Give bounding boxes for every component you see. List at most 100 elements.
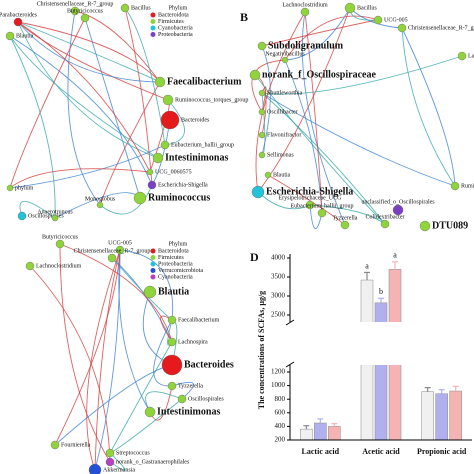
significance-label: a bbox=[393, 251, 397, 260]
edge bbox=[261, 92, 456, 187]
edge bbox=[109, 452, 126, 471]
node-label: Blautia bbox=[16, 33, 34, 39]
edge bbox=[17, 21, 161, 83]
bar bbox=[421, 391, 434, 441]
y-tick-label: 600 bbox=[275, 408, 286, 416]
legend-label: Cyanobacteria bbox=[158, 274, 193, 280]
node-label: Lachnoclostridium bbox=[36, 263, 82, 269]
node-label: norank_o_Gastranaerophilales bbox=[116, 459, 190, 465]
node-label: Tyzzerella bbox=[178, 383, 203, 389]
node-label: Negativibacillus bbox=[265, 51, 305, 57]
node-label: Erysipelotrichaceae_UCG bbox=[279, 195, 343, 201]
node-label: norank_f_Oscillospiraceae bbox=[262, 69, 376, 80]
panel-letter: B bbox=[240, 10, 248, 24]
bar-chart: D The concentrations of SCFAs, μg/g Lactic… bbox=[250, 250, 474, 456]
node-label: UCG-005 bbox=[384, 17, 408, 23]
x-tick-label: Acetic acid bbox=[362, 447, 400, 456]
node-label: Intestinimonas bbox=[165, 152, 228, 163]
node-label: Sellimonas bbox=[267, 152, 294, 158]
node bbox=[6, 184, 14, 192]
node-label: Blautia bbox=[273, 172, 291, 178]
axis-break bbox=[286, 322, 474, 365]
node bbox=[167, 337, 177, 347]
edge bbox=[84, 17, 141, 199]
node-label: Oscillospirales bbox=[28, 213, 64, 219]
legend-label: Firmicutes bbox=[158, 19, 184, 25]
node-label: Akkermansia bbox=[103, 467, 135, 473]
node bbox=[80, 13, 90, 23]
legend-swatch bbox=[150, 25, 156, 31]
node-label: Flavonifractor bbox=[267, 131, 301, 138]
edge bbox=[67, 10, 101, 206]
node-label: Ruminococ bbox=[461, 183, 474, 189]
node-label: Bacillus bbox=[357, 5, 377, 11]
node-label: Lachno bbox=[468, 53, 474, 59]
significance-label: a bbox=[365, 261, 369, 270]
edge bbox=[153, 319, 173, 387]
edge bbox=[99, 81, 161, 206]
x-tick-label: Lactic acid bbox=[302, 447, 340, 456]
legend-label: Proteobacteria bbox=[158, 32, 193, 38]
node-label: Streptococcus bbox=[116, 450, 150, 456]
edge bbox=[267, 174, 346, 226]
node bbox=[340, 220, 350, 230]
node bbox=[249, 69, 261, 81]
node bbox=[162, 94, 174, 106]
node-label: Blautia bbox=[158, 286, 189, 297]
edge bbox=[261, 45, 271, 156]
node-label: Butyricicoccus bbox=[67, 8, 104, 14]
y-tick-label: 4000 bbox=[271, 254, 286, 262]
bar bbox=[449, 390, 462, 441]
node bbox=[144, 406, 156, 418]
y-axis-label: The concentrations of SCFAs, μg/g bbox=[257, 291, 266, 409]
edge bbox=[17, 21, 159, 159]
x-tick-label: Propionic acid bbox=[417, 447, 467, 456]
legend-title: Phylum bbox=[169, 241, 188, 247]
node-label: Eubacterium_hallii_group bbox=[171, 142, 234, 148]
y-tick-label: 200 bbox=[275, 436, 286, 444]
edge bbox=[124, 7, 153, 186]
panel-letter: D bbox=[250, 250, 259, 264]
node-label: Bacteroides bbox=[184, 359, 234, 370]
legend-swatch bbox=[150, 32, 156, 37]
node-label: Eubacterium_hallii_group bbox=[291, 203, 354, 209]
edge bbox=[284, 59, 323, 214]
node-label: Oscillospirales bbox=[188, 396, 224, 402]
node bbox=[177, 394, 187, 404]
node bbox=[264, 171, 272, 179]
legend-label: Cyanobacteria bbox=[158, 25, 193, 31]
legend-swatch bbox=[150, 255, 156, 260]
edge bbox=[304, 11, 323, 214]
node-label: UCG_0060575 bbox=[155, 169, 192, 175]
node bbox=[50, 440, 60, 450]
node-label: Lachnospira bbox=[178, 339, 208, 345]
node bbox=[70, 6, 80, 16]
edge bbox=[19, 200, 56, 219]
legend-swatch bbox=[150, 268, 156, 273]
node-label: Butyricicoccus bbox=[42, 234, 79, 240]
node bbox=[380, 219, 390, 229]
node-label: Tyzzerella bbox=[333, 215, 358, 221]
legend-label: Bacteroidota bbox=[158, 248, 189, 254]
edge bbox=[99, 184, 153, 215]
node bbox=[96, 201, 104, 209]
node bbox=[160, 110, 180, 130]
edge bbox=[9, 35, 153, 186]
edge bbox=[171, 381, 194, 400]
edge bbox=[119, 249, 174, 321]
y-tick-label: 3000 bbox=[271, 292, 286, 300]
edge bbox=[94, 249, 121, 471]
edge bbox=[29, 265, 111, 463]
legend-swatch bbox=[150, 19, 156, 24]
y-tick-label: 3500 bbox=[271, 273, 286, 281]
edge bbox=[59, 243, 111, 463]
node bbox=[133, 191, 147, 205]
edge bbox=[54, 249, 121, 446]
node bbox=[55, 239, 65, 249]
node bbox=[13, 17, 23, 27]
legend-title: Phylum bbox=[169, 5, 188, 11]
y-tick-label: 1000 bbox=[271, 381, 286, 389]
edge bbox=[9, 144, 166, 189]
node-label: Oscillibacter bbox=[267, 109, 298, 115]
